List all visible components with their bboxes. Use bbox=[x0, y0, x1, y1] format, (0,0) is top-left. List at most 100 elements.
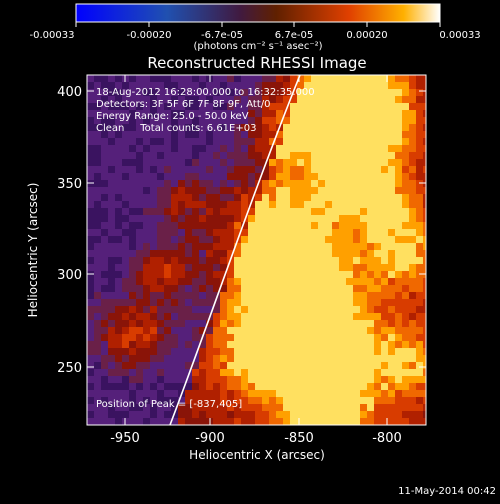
image-pixel bbox=[171, 250, 179, 258]
image-pixel bbox=[171, 173, 179, 181]
image-pixel bbox=[269, 222, 277, 230]
image-pixel bbox=[262, 369, 270, 377]
image-pixel bbox=[87, 201, 95, 209]
image-pixel bbox=[346, 397, 354, 405]
image-pixel bbox=[374, 222, 382, 230]
image-pixel bbox=[262, 131, 270, 139]
image-pixel bbox=[402, 180, 410, 188]
image-pixel bbox=[136, 194, 144, 202]
image-pixel bbox=[150, 145, 158, 153]
image-pixel bbox=[262, 243, 270, 251]
image-pixel bbox=[262, 299, 270, 307]
image-pixel bbox=[360, 82, 368, 90]
image-pixel bbox=[353, 299, 361, 307]
image-pixel bbox=[346, 320, 354, 328]
image-pixel bbox=[192, 334, 200, 342]
image-pixel bbox=[255, 264, 263, 272]
image-pixel bbox=[297, 411, 305, 419]
image-pixel bbox=[339, 131, 347, 139]
image-pixel bbox=[115, 376, 123, 384]
image-pixel bbox=[388, 376, 396, 384]
image-pixel bbox=[220, 82, 228, 90]
image-pixel bbox=[255, 348, 263, 356]
image-pixel bbox=[108, 418, 116, 425]
image-pixel bbox=[276, 145, 284, 153]
image-pixel bbox=[87, 180, 95, 188]
image-pixel bbox=[234, 96, 242, 104]
image-pixel bbox=[178, 299, 186, 307]
image-pixel bbox=[227, 222, 235, 230]
image-pixel bbox=[374, 187, 382, 195]
image-pixel bbox=[388, 208, 396, 216]
image-pixel bbox=[178, 362, 186, 370]
image-pixel bbox=[290, 173, 298, 181]
image-pixel bbox=[129, 285, 137, 293]
image-pixel bbox=[150, 250, 158, 258]
image-pixel bbox=[332, 75, 340, 83]
image-pixel bbox=[248, 201, 256, 209]
image-pixel bbox=[136, 243, 144, 251]
image-pixel bbox=[108, 180, 116, 188]
image-pixel bbox=[304, 320, 312, 328]
image-pixel bbox=[304, 208, 312, 216]
image-pixel bbox=[199, 271, 207, 279]
image-pixel bbox=[297, 222, 305, 230]
image-pixel bbox=[311, 236, 319, 244]
image-pixel bbox=[87, 320, 95, 328]
image-pixel bbox=[339, 313, 347, 321]
image-pixel bbox=[255, 236, 263, 244]
image-pixel bbox=[388, 138, 396, 146]
image-pixel bbox=[234, 383, 242, 391]
image-pixel bbox=[416, 250, 424, 258]
image-pixel bbox=[409, 278, 417, 286]
image-pixel bbox=[115, 201, 123, 209]
image-pixel bbox=[388, 166, 396, 174]
image-pixel bbox=[241, 152, 249, 160]
image-pixel bbox=[311, 320, 319, 328]
image-pixel bbox=[290, 110, 298, 118]
image-pixel bbox=[367, 299, 375, 307]
image-pixel bbox=[346, 362, 354, 370]
image-pixel bbox=[290, 341, 298, 349]
image-pixel bbox=[311, 285, 319, 293]
image-pixel bbox=[402, 306, 410, 314]
image-pixel bbox=[255, 292, 263, 300]
image-pixel bbox=[367, 390, 375, 398]
image-pixel bbox=[423, 257, 426, 265]
image-pixel bbox=[136, 320, 144, 328]
image-pixel bbox=[255, 397, 263, 405]
image-pixel bbox=[164, 355, 172, 363]
image-pixel bbox=[388, 362, 396, 370]
image-pixel bbox=[325, 82, 333, 90]
image-pixel bbox=[157, 306, 165, 314]
image-pixel bbox=[213, 404, 221, 412]
image-pixel bbox=[241, 145, 249, 153]
image-pixel bbox=[122, 397, 130, 405]
image-pixel bbox=[374, 306, 382, 314]
image-pixel bbox=[290, 166, 298, 174]
image-pixel bbox=[157, 96, 165, 104]
image-pixel bbox=[206, 299, 214, 307]
image-pixel bbox=[206, 404, 214, 412]
image-pixel bbox=[157, 404, 165, 412]
image-pixel bbox=[136, 376, 144, 384]
image-pixel bbox=[353, 418, 361, 425]
image-pixel bbox=[157, 159, 165, 167]
image-pixel bbox=[374, 131, 382, 139]
image-pixel bbox=[346, 229, 354, 237]
image-pixel bbox=[185, 229, 193, 237]
image-pixel bbox=[206, 222, 214, 230]
image-pixel bbox=[248, 264, 256, 272]
image-pixel bbox=[276, 194, 284, 202]
image-pixel bbox=[332, 348, 340, 356]
image-pixel bbox=[269, 166, 277, 174]
image-pixel bbox=[115, 313, 123, 321]
image-pixel bbox=[423, 208, 426, 216]
image-pixel bbox=[101, 341, 109, 349]
image-pixel bbox=[409, 89, 417, 97]
image-pixel bbox=[248, 418, 256, 425]
image-pixel bbox=[276, 89, 284, 97]
image-pixel bbox=[255, 166, 263, 174]
image-pixel bbox=[157, 145, 165, 153]
image-pixel bbox=[241, 103, 249, 111]
